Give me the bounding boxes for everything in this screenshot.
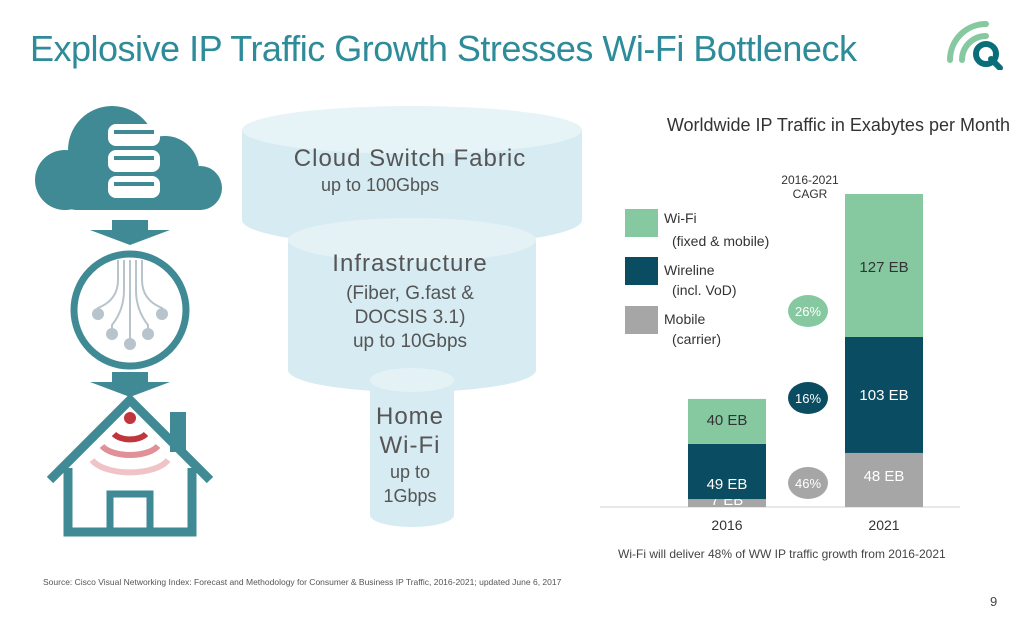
cagr-wireline-label: 16% xyxy=(795,391,821,406)
bar-wireline-2016 xyxy=(688,443,766,500)
legend-swatch-mobile xyxy=(625,306,658,334)
legend-sublabel-wireline: (incl. VoD) xyxy=(672,282,737,298)
cagr-wifi-bubble xyxy=(788,295,828,327)
legend-label-wifi: Wi-Fi xyxy=(664,210,697,226)
bandwidth-funnel xyxy=(242,106,582,527)
legend-label-mobile: Mobile xyxy=(664,311,706,327)
infrastructure-title: Infrastructure xyxy=(332,250,488,277)
network-hub-icon xyxy=(70,250,190,370)
infrastructure-cylinder xyxy=(288,218,536,392)
home-wifi-cylinder xyxy=(370,368,454,527)
bar-label-wireline-2021: 103 EB xyxy=(859,387,908,404)
cagr-header-line-2: CAGR xyxy=(792,187,828,201)
legend-swatch-wireline xyxy=(625,257,658,285)
bar-wireline-2021 xyxy=(845,336,923,453)
cagr-mobile-bubble xyxy=(788,467,828,499)
legend-swatch-wifi xyxy=(625,209,658,237)
legend-sublabel-wifi: (fixed & mobile) xyxy=(672,233,770,249)
bar-label-wireline-2016: 49 EB xyxy=(707,476,748,493)
arrow-down-icon xyxy=(90,372,170,397)
tick-label-2021: 2021 xyxy=(868,517,899,533)
bar-wifi-2016 xyxy=(688,398,766,444)
chart-title: Worldwide IP Traffic in Exabytes per Mon… xyxy=(666,115,1010,135)
cagr-header-line-1: 2016-2021 xyxy=(781,173,839,187)
home-wifi-title: Home xyxy=(375,403,445,430)
page-number: 9 xyxy=(990,594,998,609)
bar-label-wifi-2021: 127 EB xyxy=(859,259,908,276)
legend-sublabel-mobile: (carrier) xyxy=(672,331,721,347)
home-wifi-title-2: Wi-Fi xyxy=(379,432,441,459)
infrastructure-speed: up to 10Gbps xyxy=(352,331,468,352)
infrastructure-line-2: DOCSIS 3.1) xyxy=(354,307,466,328)
cloud-switch-speed: up to 100Gbps xyxy=(320,175,440,195)
home-wifi-speed-1: up to xyxy=(389,462,431,482)
cloud-switch-cylinder xyxy=(242,106,582,246)
cagr-mobile-label: 46% xyxy=(795,476,821,491)
arrow-down-icon xyxy=(90,220,170,245)
cloud-switch-title: Cloud Switch Fabric xyxy=(293,145,527,172)
bar-label-mobile-2021: 48 EB xyxy=(864,468,905,485)
cagr-wireline-bubble xyxy=(788,382,828,414)
company-logo-icon xyxy=(947,21,1003,70)
page-title: Explosive IP Traffic Growth Stresses Wi-… xyxy=(30,28,857,69)
bar-wifi-2021 xyxy=(845,194,923,337)
infrastructure-line-1: (Fiber, G.fast & xyxy=(346,283,474,304)
bar-mobile-2021 xyxy=(845,452,923,507)
tick-label-2016: 2016 xyxy=(711,517,742,533)
home-wifi-speed-2: 1Gbps xyxy=(383,486,437,506)
legend-label-wireline: Wireline xyxy=(664,262,715,278)
home-wifi-icon xyxy=(46,393,214,537)
network-path-illustration xyxy=(35,106,222,537)
bar-mobile-2016 xyxy=(688,499,766,507)
cloud-database-icon xyxy=(35,106,222,210)
chart-footnote: Wi-Fi will deliver 48% of WW IP traffic … xyxy=(618,547,946,561)
cagr-wifi-label: 26% xyxy=(795,304,821,319)
bar-label-wifi-2016: 40 EB xyxy=(707,412,748,429)
cagr-header: 2016-2021 CAGR xyxy=(775,173,845,201)
source-note: Source: Cisco Visual Networking Index: F… xyxy=(43,577,562,587)
